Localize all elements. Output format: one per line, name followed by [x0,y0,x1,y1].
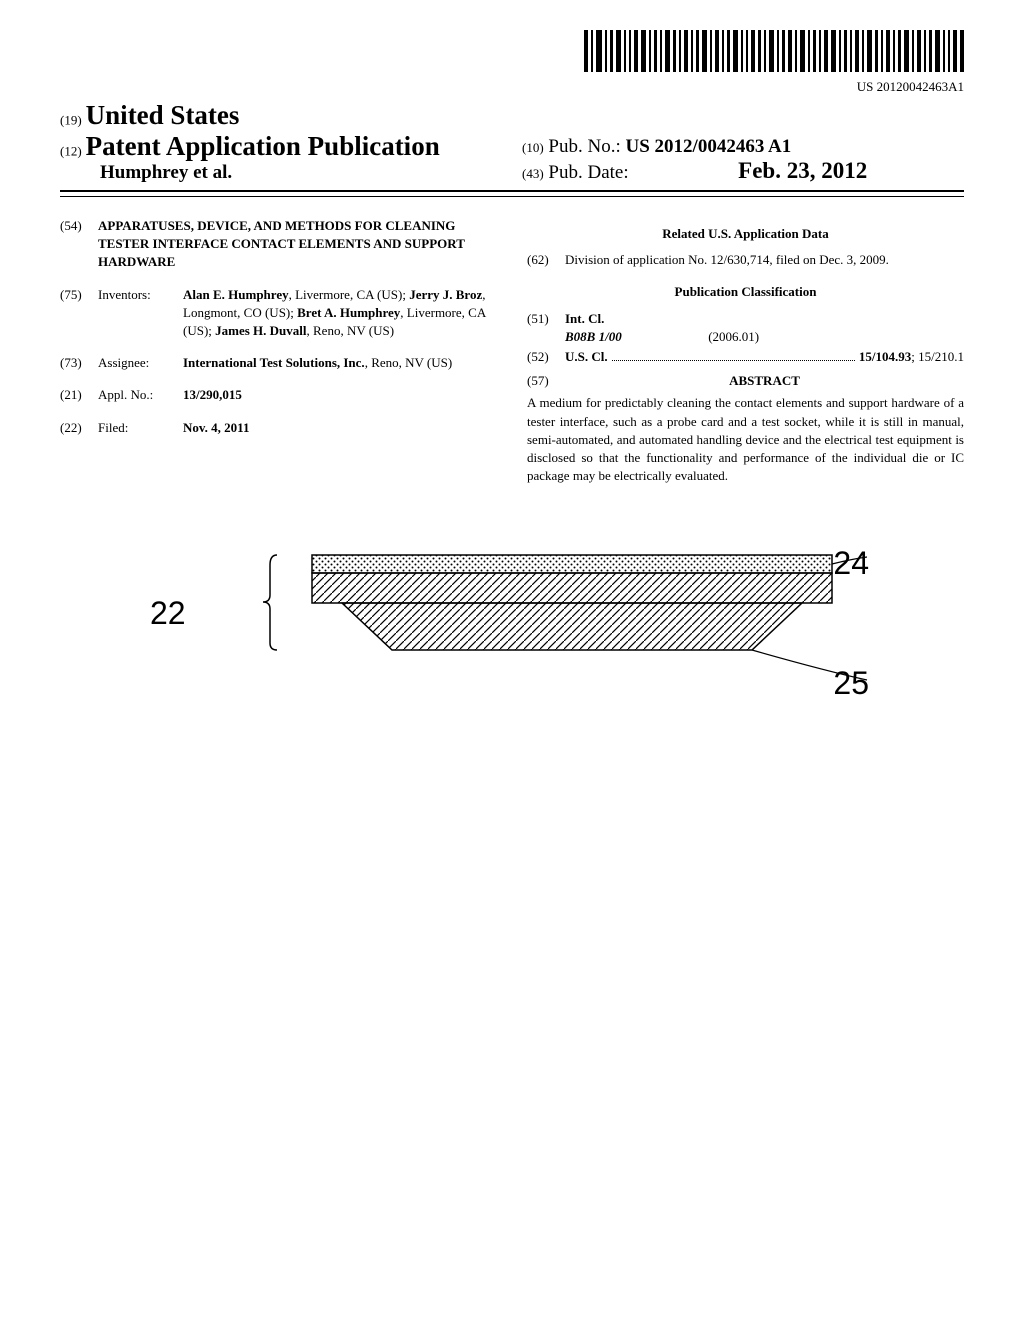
barcode-publication-id: US 20120042463A1 [60,79,964,95]
figure-label-22: 22 [150,595,186,632]
uscl-label: U.S. Cl. [565,348,608,366]
title-code: (54) [60,217,98,272]
code-43: (43) [522,166,544,181]
left-column: (54) APPARATUSES, DEVICE, AND METHODS FO… [60,217,497,485]
related-heading: Related U.S. Application Data [527,225,964,243]
barcode [584,30,964,72]
uscl-secondary: ; 15/210.1 [911,348,964,366]
abstract-code: (57) [527,372,565,390]
applno-code: (21) [60,386,98,404]
applno-label: Appl. No.: [98,386,183,404]
abstract-heading: ABSTRACT [729,373,800,388]
filed-value: Nov. 4, 2011 [183,419,497,437]
figure-label-24: 24 [833,545,869,582]
assignee-value: International Test Solutions, Inc., Reno… [183,354,497,372]
assignee-label: Assignee: [98,354,183,372]
header-row: (19) United States (12) Patent Applicati… [60,100,964,192]
inventor-loc: , Livermore, CA (US); [289,287,410,302]
figure-label-25: 25 [833,665,869,702]
dotted-leader [612,350,855,361]
code-12: (12) [60,143,82,158]
uscl-code: (52) [527,348,565,366]
assignee-name: International Test Solutions, Inc. [183,355,365,370]
inventors-list: Alan E. Humphrey, Livermore, CA (US); Je… [183,286,497,341]
assignee-code: (73) [60,354,98,372]
uscl-main: 15/104.93 [859,348,911,366]
pub-no: US 2012/0042463 A1 [626,136,792,157]
intcl-edition: (2006.01) [708,329,759,344]
inventor-loc: , Reno, NV (US) [307,323,395,338]
inventor-name: Jerry J. Broz [409,287,482,302]
code-10: (10) [522,140,544,155]
barcode-region: US 20120042463A1 [60,30,964,95]
classification-heading: Publication Classification [527,283,964,301]
assignee-loc: , Reno, NV (US) [365,355,453,370]
pub-no-label: Pub. No.: [548,136,620,157]
doc-type: Patent Application Publication [86,131,440,161]
right-column: Related U.S. Application Data (62) Divis… [527,217,964,485]
figure: 22 24 25 [60,545,964,730]
main-content: (54) APPARATUSES, DEVICE, AND METHODS FO… [60,217,964,485]
authors-line: Humphrey et al. [60,162,502,184]
filed-code: (22) [60,419,98,437]
pub-date: Feb. 23, 2012 [738,158,867,183]
code-19: (19) [60,112,82,127]
title-text: APPARATUSES, DEVICE, AND METHODS FOR CLE… [98,217,497,272]
division-text: Division of application No. 12/630,714, … [565,251,964,269]
intcl-code: (51) [527,310,565,346]
intcl-label: Int. Cl. [565,310,964,328]
abstract-text: A medium for predictably cleaning the co… [527,394,964,485]
country-label: United States [86,100,240,130]
applno-value: 13/290,015 [183,386,497,404]
inventor-name: James H. Duvall [215,323,306,338]
inventor-name: Bret A. Humphrey [297,305,400,320]
filed-label: Filed: [98,419,183,437]
inventors-code: (75) [60,286,98,341]
pub-date-label: Pub. Date: [548,162,628,183]
division-code: (62) [527,251,565,269]
inventors-label: Inventors: [98,286,183,341]
intcl-class: B08B 1/00 [565,329,622,344]
figure-svg [132,545,892,725]
inventor-name: Alan E. Humphrey [183,287,289,302]
